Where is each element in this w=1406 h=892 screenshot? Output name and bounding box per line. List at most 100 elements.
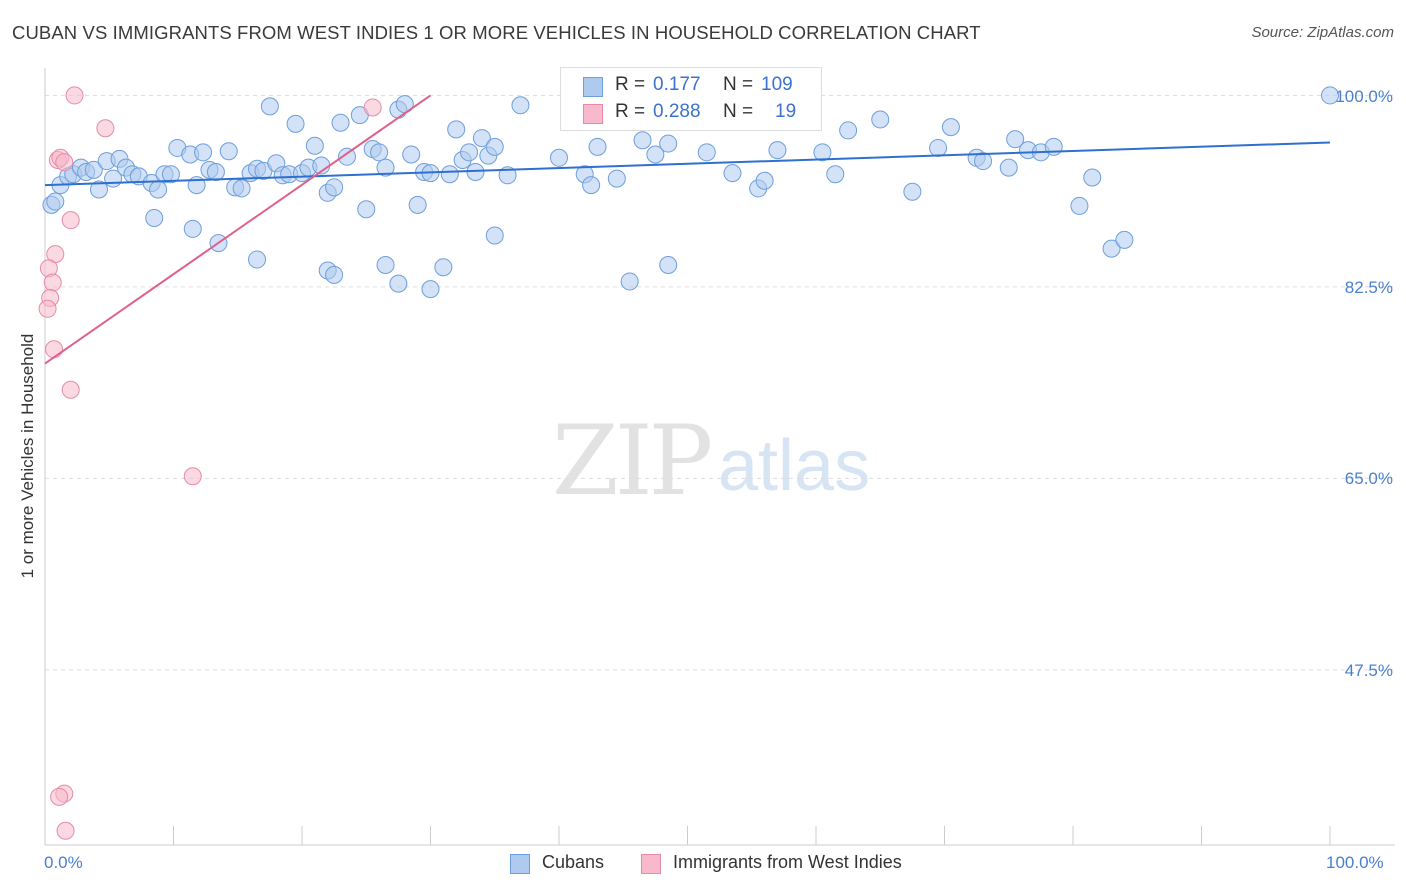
cuban-point [331,113,350,132]
cuban-point [498,166,517,185]
y-tick-label-82-5: 82.5% [1344,278,1393,297]
west-indies-point [56,821,75,840]
west-indies-point [65,86,84,105]
cuban-point [402,145,421,164]
legend-label-cubans: Cubans [542,852,605,872]
west-indies-point [55,153,74,172]
watermark-atlas: atlas [718,426,871,506]
stats-r-value: 0.177 [653,74,701,95]
cuban-point [871,110,890,129]
cuban-point [286,114,305,133]
cuban-point [1006,130,1025,149]
cuban-point [813,143,832,162]
cuban-point [1070,196,1089,215]
west-indies-point [44,340,63,359]
cuban-point [588,137,607,156]
cuban-point [607,169,626,188]
cuban-point [149,180,168,199]
cuban-point [260,97,279,116]
cuban-point [633,131,652,150]
stats-row-west-indies: R = 0.288 N = 19 [561,101,821,127]
stats-n-value: 109 [761,74,793,95]
cuban-point [89,180,108,199]
cuban-point [511,96,530,115]
west-indies-point [61,380,80,399]
cuban-point [1083,168,1102,187]
cuban-point [646,145,665,164]
cuban-point [219,142,238,161]
grid-layer [45,94,1395,671]
cuban-point [485,226,504,245]
stats-r-label: R = [615,74,646,95]
stats-swatch-cubans [583,77,603,97]
cuban-point [376,158,395,177]
stats-r-value: 0.288 [653,101,701,122]
cuban-point [447,120,466,139]
stats-row-cubans: R = 0.177 N = 109 [561,74,821,100]
cuban-point [485,137,504,156]
cuban-point [582,176,601,195]
cuban-point [440,165,459,184]
x-tick-label-max: 100.0% [1326,853,1384,872]
cuban-point [472,129,491,148]
west-indies-point [183,467,202,486]
stats-box: R = 0.177 N = 109 R = 0.288 N = 19 [560,67,822,131]
cuban-point [325,178,344,197]
stats-swatch-west-indies [583,104,603,124]
west-indies-point [38,299,57,318]
cuban-point [1102,239,1121,258]
cuban-point [999,158,1018,177]
cuban-point [232,179,251,198]
cuban-point [826,165,845,184]
y-tick-label-47-5: 47.5% [1344,661,1393,680]
cuban-point [697,143,716,162]
points-layer [38,86,1339,840]
source-attribution: Source: ZipAtlas.com [1251,24,1394,41]
y-axis-label: 1 or more Vehicles in Household [18,333,37,579]
legend-swatch-cubans [510,854,530,874]
cuban-point [337,147,356,166]
stats-n-value: 19 [775,101,797,122]
cuban-point [620,272,639,291]
west-indies-point [61,211,80,230]
cuban-point [434,258,453,277]
cuban-point [145,208,164,227]
cuban-point [305,136,324,155]
cuban-point [903,182,922,201]
legend-swatch-west-indies [641,854,661,874]
chart-title: CUBAN VS IMMIGRANTS FROM WEST INDIES 1 O… [12,22,981,43]
west-indies-point [363,98,382,117]
cuban-point [421,280,440,299]
stats-r-label: R = [615,101,646,122]
cuban-point [370,143,389,162]
west-indies-trendline [44,94,432,365]
cuban-point [389,274,408,293]
x-tick-label-min: 0.0% [44,853,83,872]
cuban-point [408,195,427,214]
cuban-point [929,138,948,157]
cubans-trendline [44,141,1331,187]
cuban-point [183,219,202,238]
cuban-point [161,165,180,184]
cuban-point [839,121,858,140]
cuban-point [755,171,774,190]
cuban-point [550,148,568,167]
cuban-point [325,265,344,284]
cuban-point [206,163,225,182]
cuban-point [1115,230,1134,249]
west-indies-point [43,273,62,292]
y-tick-label-100: 100.0% [1335,87,1393,106]
stats-n-label: N = [723,74,754,95]
cuban-point [46,192,65,211]
cuban-point [974,152,993,171]
west-indies-point [50,787,69,806]
stats-n-label: N = [723,101,754,122]
cuban-point [460,143,479,162]
watermark-zip: ZIP [552,405,713,517]
west-indies-point [96,119,115,138]
cuban-point [659,256,678,275]
axis-layer [44,68,1395,846]
cuban-point [723,164,742,183]
legend-label-west-indies: Immigrants from West Indies [673,852,902,872]
